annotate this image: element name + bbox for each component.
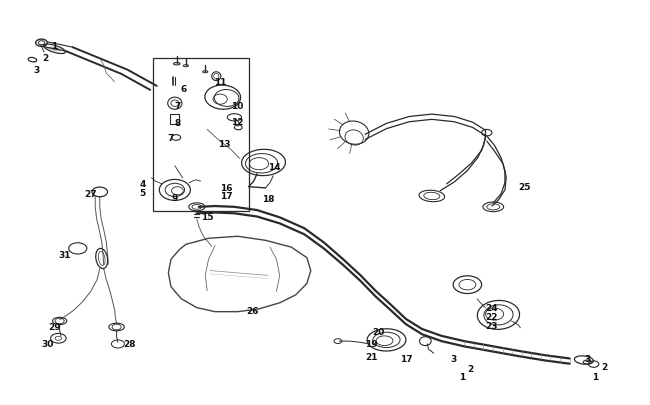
Text: 2: 2 [467, 364, 474, 373]
Text: 2: 2 [601, 362, 608, 371]
Text: 24: 24 [486, 303, 499, 312]
Text: 23: 23 [486, 322, 499, 330]
Text: 18: 18 [262, 195, 274, 204]
Text: 9: 9 [172, 194, 178, 203]
Bar [153, 58, 249, 211]
Text: 29: 29 [48, 322, 60, 331]
Text: 20: 20 [372, 328, 384, 337]
Text: 19: 19 [365, 340, 378, 349]
Text: 30: 30 [42, 340, 54, 349]
Text: 1: 1 [592, 372, 599, 381]
Text: 6: 6 [181, 85, 187, 94]
Text: 3: 3 [450, 354, 456, 363]
Text: 17: 17 [400, 354, 412, 363]
Text: 21: 21 [365, 352, 378, 360]
Text: 11: 11 [214, 77, 226, 86]
Text: 31: 31 [58, 250, 71, 259]
Text: 3: 3 [34, 66, 40, 75]
Text: 28: 28 [124, 340, 136, 349]
Text: 2: 2 [42, 54, 49, 63]
Text: 15: 15 [201, 212, 213, 221]
Text: 4: 4 [139, 179, 146, 188]
Text: 10: 10 [231, 102, 244, 111]
Text: 13: 13 [218, 140, 231, 149]
Text: 17: 17 [220, 192, 233, 201]
Bar [170, 115, 179, 125]
Text: 1: 1 [51, 43, 58, 51]
Text: 22: 22 [486, 313, 499, 322]
Text: 1: 1 [459, 372, 465, 381]
Text: 27: 27 [84, 190, 97, 199]
Text: 3: 3 [584, 354, 590, 363]
Text: 16: 16 [220, 184, 233, 193]
Text: 7: 7 [174, 102, 181, 111]
Text: 5: 5 [139, 189, 146, 198]
Text: 7: 7 [168, 134, 174, 143]
Text: 8: 8 [174, 118, 181, 127]
Text: 14: 14 [268, 163, 281, 172]
Text: 25: 25 [518, 183, 530, 192]
Text: 12: 12 [231, 117, 244, 126]
Text: 26: 26 [246, 306, 259, 315]
